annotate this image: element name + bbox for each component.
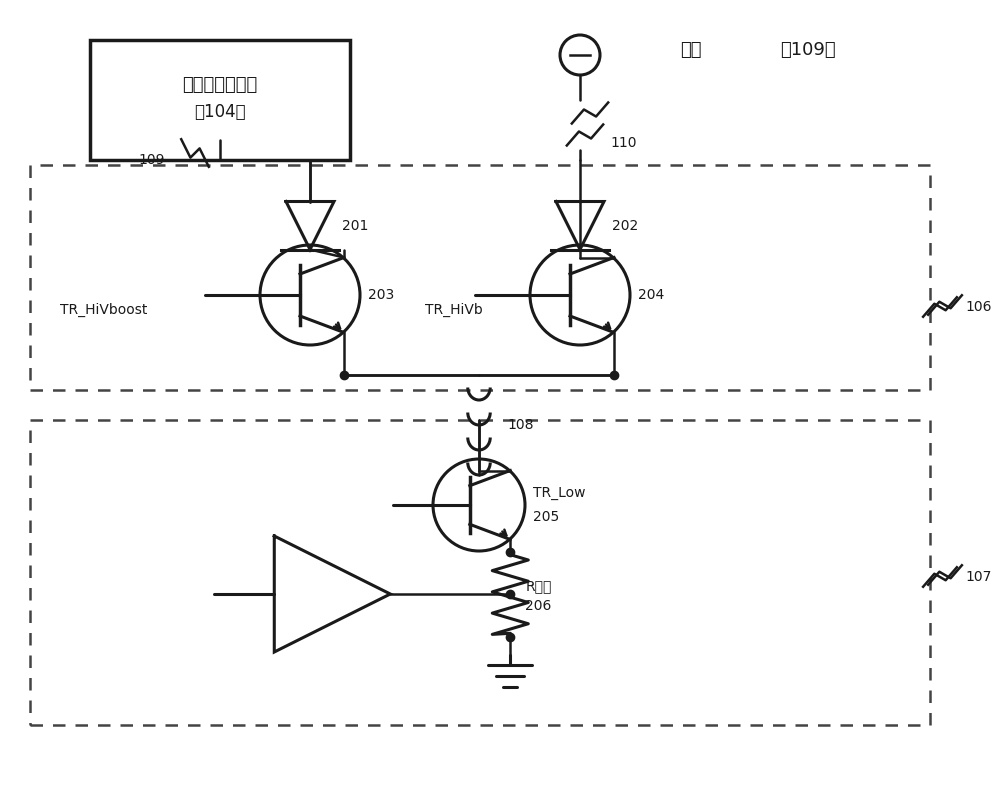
Text: 电池: 电池: [680, 41, 702, 59]
Text: 108: 108: [507, 418, 534, 432]
Text: 204: 204: [638, 288, 664, 302]
Bar: [90, 40, 350, 160]
Bar: [30, 165, 930, 390]
Text: 110: 110: [610, 136, 637, 150]
Text: 201: 201: [342, 218, 368, 232]
Text: TR_HiVb: TR_HiVb: [425, 303, 483, 317]
Text: R分流: R分流: [525, 579, 552, 593]
Text: 202: 202: [612, 218, 638, 232]
Text: 106: 106: [965, 300, 992, 314]
Text: 203: 203: [368, 288, 394, 302]
Text: 205: 205: [533, 510, 559, 524]
Text: TR_Low: TR_Low: [533, 486, 586, 500]
Bar: [30, 420, 930, 725]
Text: （104）: （104）: [194, 103, 246, 121]
Text: 高电压生成单元: 高电压生成单元: [182, 76, 258, 94]
Text: 206: 206: [525, 599, 552, 613]
Text: （109）: （109）: [780, 41, 836, 59]
Text: TR_HiVboost: TR_HiVboost: [60, 303, 147, 317]
Text: 109: 109: [138, 153, 165, 167]
Text: 107: 107: [965, 570, 991, 584]
